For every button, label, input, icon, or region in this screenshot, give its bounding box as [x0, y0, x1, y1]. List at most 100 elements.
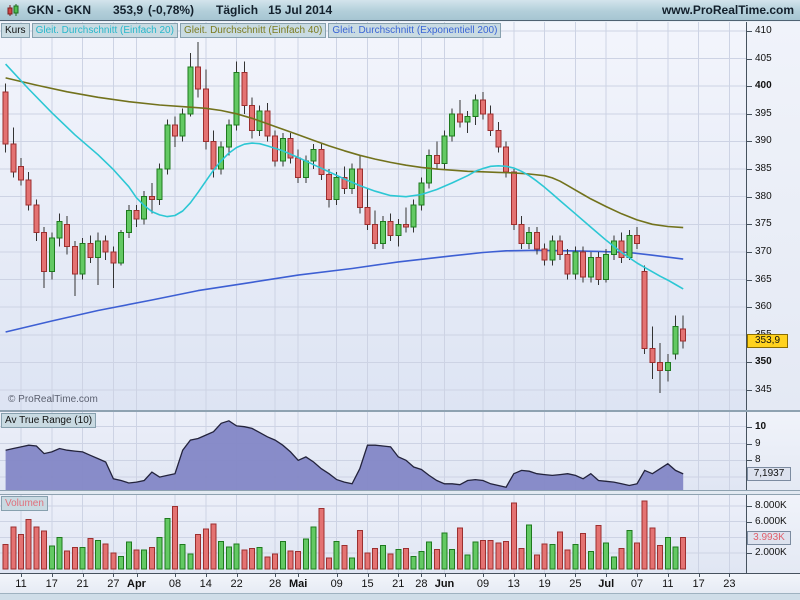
- date-tick: [205, 574, 207, 577]
- price-tick: [747, 389, 752, 391]
- date-tick-label: 27: [107, 578, 120, 590]
- website-link[interactable]: www.ProRealTime.com: [661, 3, 794, 17]
- title-bar: GKN - GKN 353,9 (-0,78%) Täglich 15 Jul …: [0, 0, 800, 21]
- date-tick-label: 19: [538, 578, 551, 590]
- date-tick-label: 28: [268, 578, 282, 590]
- price-tick-label: 345: [755, 383, 772, 395]
- date-tick: [667, 574, 669, 577]
- price-change: (-0,78%): [148, 3, 195, 17]
- volume-tick: [747, 521, 752, 523]
- price-tick: [747, 307, 752, 309]
- legend-ma20[interactable]: Gleit. Durchschnitt (Einfach 20): [31, 23, 178, 38]
- volume-tick: [747, 505, 752, 507]
- legend-ma200[interactable]: Gleit. Durchschnitt (Exponentiell 200): [328, 23, 502, 38]
- price-tick-label: 350: [755, 356, 772, 368]
- symbol-title: GKN - GKN: [27, 3, 91, 17]
- date-tick: [444, 574, 446, 577]
- atr-tick: [747, 443, 752, 445]
- date-tick-label: 11: [15, 578, 27, 590]
- price-tick-label: 365: [755, 273, 772, 285]
- date-tick-label: 13: [507, 578, 520, 590]
- bottom-strip: [0, 593, 800, 600]
- watermark: © ProRealTime.com: [8, 394, 98, 405]
- volume-value-flag: 3.993K: [747, 531, 791, 545]
- panel-divider[interactable]: [0, 490, 800, 495]
- price-tick: [747, 86, 752, 88]
- date-tick-label: 08: [168, 578, 182, 590]
- date-tick-label: 23: [723, 578, 736, 590]
- date-tick-label: 25: [569, 578, 582, 590]
- date-tick: [236, 574, 238, 577]
- timeframe: Täglich: [216, 3, 259, 17]
- atr-indicator-label[interactable]: Av True Range (10): [1, 413, 97, 428]
- panel-divider[interactable]: [0, 410, 800, 412]
- date-tick: [544, 574, 546, 577]
- date-tick: [275, 574, 277, 577]
- date-tick: [113, 574, 115, 577]
- last-price-flag: 353,9: [747, 334, 788, 348]
- volume-tick-label: 2.000K: [755, 547, 787, 559]
- price-tick-label: 360: [755, 301, 772, 313]
- price-chart[interactable]: [0, 22, 746, 415]
- price-tick-label: 395: [755, 107, 772, 119]
- price-tick-label: 405: [755, 52, 772, 64]
- volume-tick: [747, 553, 752, 555]
- price-tick-label: 410: [755, 25, 772, 36]
- atr-tick-label: 8: [755, 454, 761, 466]
- atr-value-flag: 7,1937: [747, 467, 791, 481]
- price-tick-label: 390: [755, 135, 772, 147]
- date-tick: [398, 574, 400, 577]
- date-tick: [136, 574, 138, 577]
- date-tick-label: Apr: [127, 578, 146, 590]
- date-tick-label: Mai: [289, 578, 308, 590]
- date-tick: [513, 574, 515, 577]
- atr-tick: [747, 460, 752, 462]
- date-tick-label: 17: [45, 578, 58, 590]
- date-tick: [421, 574, 423, 577]
- price-tick: [747, 196, 752, 198]
- price-tick: [747, 141, 752, 143]
- last-price: 353,9: [113, 3, 144, 17]
- price-tick: [747, 113, 752, 115]
- atr-chart[interactable]: [0, 412, 746, 495]
- candlestick-logo-icon: [6, 3, 21, 18]
- price-axis[interactable]: 3453503553603653703753803853903954004054…: [746, 22, 800, 410]
- volume-tick-label: 8.000K: [755, 499, 787, 511]
- date-tick: [698, 574, 700, 577]
- date-tick: [367, 574, 369, 577]
- date-tick-label: 21: [392, 578, 405, 590]
- volume-tick-label: 6.000K: [755, 515, 787, 527]
- price-tick-label: 380: [755, 190, 772, 202]
- date-axis[interactable]: 11 17 21 27 Apr 08 14 22 28 Mai 09 15 21 28 Jun 09 13 19 2…: [0, 573, 800, 593]
- price-tick: [747, 251, 752, 253]
- atr-tick-label: 10: [755, 420, 767, 432]
- date-tick: [575, 574, 577, 577]
- volume-indicator-label[interactable]: Volumen: [1, 496, 48, 511]
- price-tick: [747, 279, 752, 281]
- price-tick: [747, 31, 752, 32]
- legend-kurs[interactable]: Kurs: [1, 23, 30, 38]
- quote-date: 15 Jul 2014: [268, 3, 333, 17]
- price-tick: [747, 362, 752, 364]
- price-tick-label: 370: [755, 245, 772, 257]
- price-tick: [747, 169, 752, 171]
- date-tick-label: 14: [199, 578, 212, 590]
- date-tick-label: 17: [692, 578, 705, 590]
- date-tick-label: 22: [230, 578, 243, 590]
- date-tick-label: 28: [415, 578, 428, 590]
- legend-ma40[interactable]: Gleit. Durchschnitt (Einfach 40): [179, 23, 327, 38]
- date-tick-label: Jul: [598, 578, 615, 590]
- price-tick-label: 400: [755, 80, 772, 92]
- price-tick: [747, 58, 752, 60]
- volume-chart[interactable]: [0, 495, 746, 578]
- date-tick-label: 11: [662, 578, 674, 590]
- date-tick: [336, 574, 338, 577]
- atr-tick: [747, 426, 752, 428]
- price-tick-label: 375: [755, 218, 772, 230]
- date-tick: [51, 574, 53, 577]
- price-tick: [747, 224, 752, 226]
- date-tick: [483, 574, 484, 577]
- date-tick: [637, 574, 638, 577]
- date-tick-label: 09: [476, 578, 490, 590]
